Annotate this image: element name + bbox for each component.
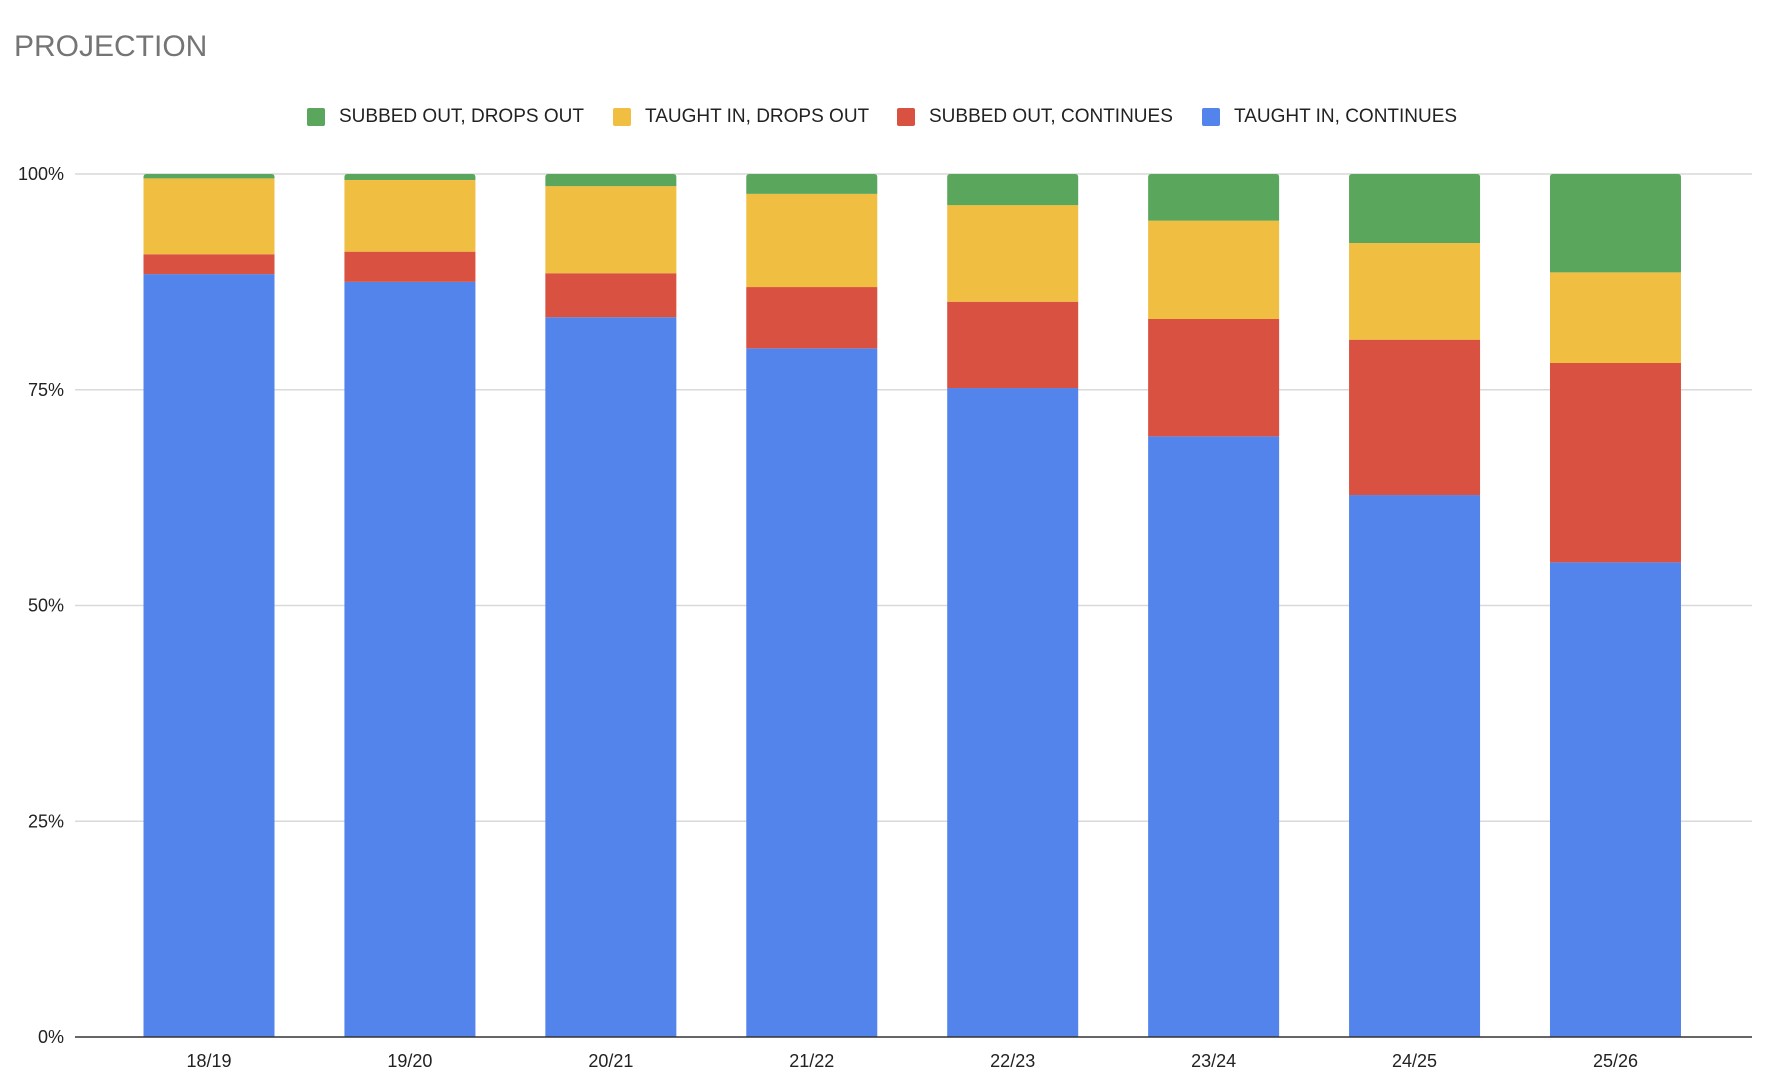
bar-segment xyxy=(1549,562,1681,1037)
bar-stack xyxy=(746,174,878,1037)
legend-item[interactable]: TAUGHT IN, DROPS OUT xyxy=(613,104,869,130)
bar-segment xyxy=(545,186,677,274)
bar-segment xyxy=(143,254,275,275)
bar-segment xyxy=(1349,174,1481,244)
y-tick-label: 100% xyxy=(18,164,64,184)
bar-segment xyxy=(1148,436,1280,1037)
bar-segment xyxy=(143,178,275,255)
x-tick-label: 18/19 xyxy=(186,1051,231,1071)
bar-stack xyxy=(1349,174,1481,1037)
bar-segment xyxy=(1549,174,1681,273)
x-tick-label: 25/26 xyxy=(1593,1051,1638,1071)
bar-segment xyxy=(344,180,476,252)
bar-stack xyxy=(1549,174,1681,1037)
legend-label: SUBBED OUT, DROPS OUT xyxy=(339,106,584,127)
x-tick-label: 22/23 xyxy=(990,1051,1035,1071)
bar-segment xyxy=(947,174,1079,206)
bar-stack xyxy=(1148,174,1280,1037)
bar-stack xyxy=(947,174,1079,1037)
bar-segment xyxy=(947,301,1079,389)
bar-segment xyxy=(947,205,1079,302)
bar-stack xyxy=(545,174,677,1037)
bar-segment xyxy=(344,174,476,181)
bar-segment xyxy=(1549,362,1681,563)
chart-title: PROJECTION xyxy=(14,30,208,63)
legend-item[interactable]: SUBBED OUT, CONTINUES xyxy=(897,104,1173,130)
bar-segment xyxy=(746,174,878,194)
bar-segment xyxy=(545,174,677,187)
legend-swatch-icon xyxy=(613,108,631,126)
bar-segment xyxy=(545,317,677,1037)
bar-segment xyxy=(1148,220,1280,319)
bar-segment xyxy=(143,174,275,179)
bar-stack xyxy=(143,174,275,1037)
bar-segment xyxy=(1349,339,1481,496)
legend-label: SUBBED OUT, CONTINUES xyxy=(929,106,1173,127)
legend-item[interactable]: SUBBED OUT, DROPS OUT xyxy=(307,104,584,130)
x-tick-label: 24/25 xyxy=(1392,1051,1437,1071)
x-tick-label: 20/21 xyxy=(588,1051,633,1071)
legend-label: TAUGHT IN, DROPS OUT xyxy=(645,106,870,127)
legend-label: TAUGHT IN, CONTINUES xyxy=(1234,106,1458,127)
bar-segment xyxy=(1148,174,1280,221)
y-tick-label: 75% xyxy=(28,380,64,400)
bar-segment xyxy=(1349,243,1481,340)
bar-segment xyxy=(344,251,476,282)
bar-segment xyxy=(1148,318,1280,437)
bar-segment xyxy=(1349,495,1481,1037)
legend: SUBBED OUT, DROPS OUT TAUGHT IN, DROPS OU… xyxy=(0,104,1766,130)
x-tick-label: 21/22 xyxy=(789,1051,834,1071)
y-tick-label: 0% xyxy=(38,1027,64,1047)
bar-segment xyxy=(344,281,476,1037)
legend-swatch-icon xyxy=(897,108,915,126)
axes: 0% 25% 50% 75% 100% 18/19 19/20 20/21 21/22 22/23… xyxy=(18,164,1752,1071)
bar-segment xyxy=(746,193,878,288)
y-tick-label: 25% xyxy=(28,811,64,831)
bar-segment xyxy=(746,287,878,349)
bar-segment xyxy=(947,388,1079,1037)
bars xyxy=(143,174,1681,1037)
bar-segment xyxy=(746,348,878,1037)
y-tick-label: 50% xyxy=(28,596,64,616)
x-tick-label: 23/24 xyxy=(1191,1051,1236,1071)
x-tick-label: 19/20 xyxy=(387,1051,432,1071)
bar-segment xyxy=(545,273,677,318)
legend-item[interactable]: TAUGHT IN, CONTINUES xyxy=(1202,104,1457,130)
legend-swatch-icon xyxy=(307,108,325,126)
bar-segment xyxy=(143,274,275,1037)
legend-swatch-icon xyxy=(1202,108,1220,126)
bar-stack xyxy=(344,174,476,1037)
bar-segment xyxy=(1549,272,1681,363)
gridlines xyxy=(75,173,1752,822)
